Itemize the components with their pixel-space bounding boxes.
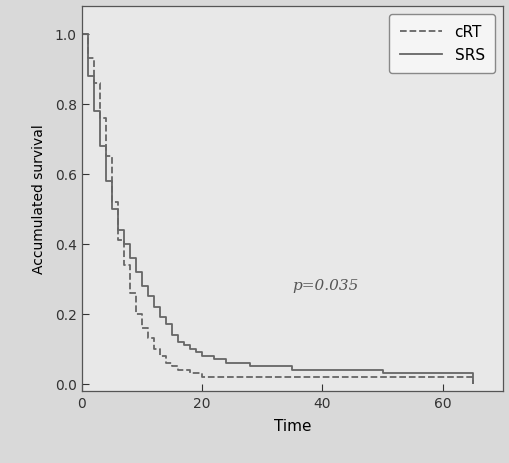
Legend: cRT, SRS: cRT, SRS	[388, 14, 494, 74]
Text: p=0.035: p=0.035	[292, 279, 358, 293]
X-axis label: Time: Time	[273, 418, 310, 433]
Y-axis label: Accumulated survival: Accumulated survival	[33, 124, 46, 274]
